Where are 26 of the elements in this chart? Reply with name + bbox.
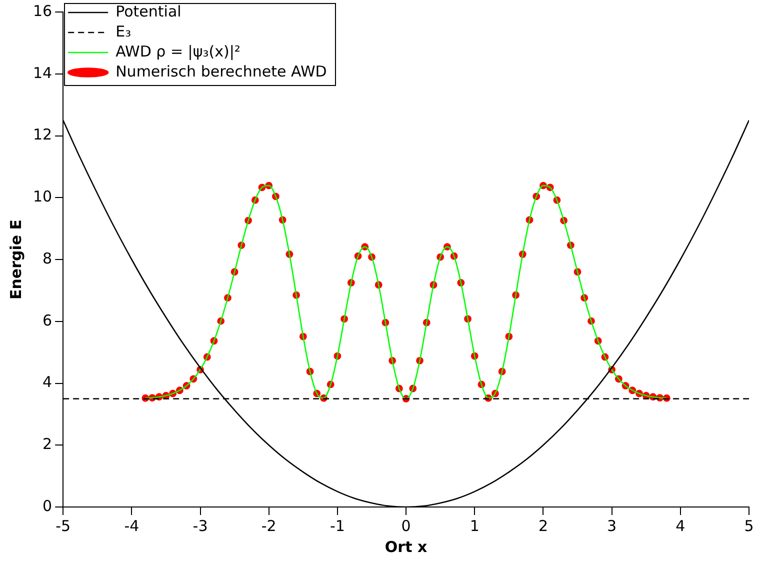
y-axis-title: Energie E [6, 219, 25, 300]
x-tick-label: 3 [607, 516, 617, 535]
legend-label: AWD ρ = |ψ₃(x)|² [116, 42, 240, 60]
x-tick-label: -3 [192, 516, 208, 535]
x-tick-label: -2 [261, 516, 276, 535]
legend-label: E₃ [116, 22, 132, 40]
y-tick-label: 0 [42, 496, 52, 515]
y-tick-label: 14 [32, 64, 52, 82]
y-tick-label: 4 [42, 373, 52, 392]
y-tick-label: 8 [42, 249, 52, 268]
x-tick-label: 0 [401, 516, 411, 535]
y-tick-label: 16 [32, 2, 52, 20]
legend-label: Numerisch berechnete AWD [116, 62, 327, 80]
x-tick-label: -5 [56, 516, 71, 535]
y-tick-label: 6 [42, 311, 52, 330]
y-tick-label: 10 [32, 188, 52, 206]
legend-label: Potential [116, 2, 182, 20]
x-tick-label: 5 [744, 516, 754, 535]
x-tick-label: 1 [470, 516, 480, 535]
x-tick-label: 2 [538, 516, 548, 535]
x-axis-title: Ort x [384, 538, 428, 556]
y-tick-label: 12 [32, 126, 52, 144]
y-tick-label: 2 [42, 435, 52, 454]
x-tick-label: -1 [330, 516, 345, 535]
x-tick-label: 4 [676, 516, 686, 535]
x-tick-label: -4 [124, 516, 140, 535]
